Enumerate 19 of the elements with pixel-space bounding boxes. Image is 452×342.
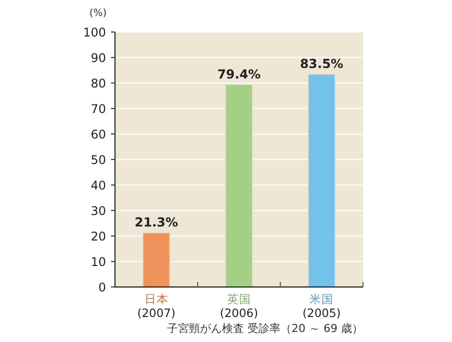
y-tick-label: 30 [90,204,106,218]
data-label: 83.5% [300,56,344,72]
y-tick-label: 100 [83,26,106,40]
x-tick-label: 米国 (2005) [302,292,341,320]
x-axis-title: 子宮頸がん検査 受診率（20 ～ 69 歳） [167,322,363,335]
x-tick-label: 日本 (2007) [137,292,176,320]
data-label: 79.4% [217,66,262,82]
y-tick-label: 40 [90,178,106,192]
x-tick-label: 英国 (2006) [220,292,258,320]
y-tick-label: 0 [98,280,106,294]
y-axis-title: (%) [89,8,107,19]
y-tick-label: 70 [90,102,106,116]
y-tick-label: 10 [90,255,106,269]
y-tick-label: 90 [90,51,106,65]
y-tick-label: 20 [90,230,106,244]
y-tick-label: 80 [90,76,106,90]
y-tick-label: 60 [90,128,106,142]
y-tick-label: 50 [90,153,106,167]
data-label: 21.3% [134,214,178,230]
